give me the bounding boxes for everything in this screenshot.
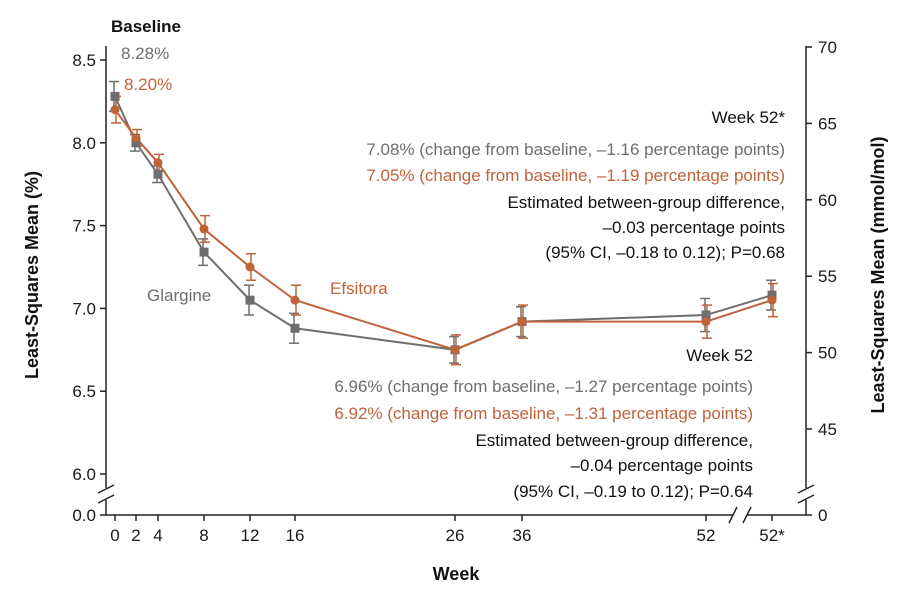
x-tick-label: 36 — [513, 526, 532, 545]
week52star-diff-line3: (95% CI, –0.18 to 0.12); P=0.68 — [545, 243, 785, 262]
y2-axis-title: Least-Squares Mean (mmol/mol) — [868, 136, 888, 413]
data-point-efsitora — [450, 345, 460, 355]
x-tick-label: 52 — [697, 526, 716, 545]
y-tick-label-zero: 0.0 — [72, 506, 96, 525]
y2-tick-label: 55 — [818, 267, 837, 286]
x-tick-label: 52* — [759, 526, 785, 545]
data-point-glargine — [767, 290, 777, 300]
y2-tick-label: 60 — [818, 191, 837, 210]
data-point-efsitora — [701, 317, 711, 327]
data-point-glargine — [701, 310, 711, 320]
series-label-efsitora: Efsitora — [330, 279, 388, 298]
data-point-glargine — [245, 295, 255, 305]
week52star-efsitora: 7.05% (change from baseline, –1.19 perce… — [366, 166, 785, 185]
data-point-efsitora — [290, 295, 300, 305]
y2-tick-label: 45 — [818, 420, 837, 439]
week52-title: Week 52 — [686, 346, 753, 365]
data-point-efsitora — [517, 317, 527, 327]
data-point-efsitora — [110, 105, 120, 115]
week52-diff-line3: (95% CI, –0.19 to 0.12); P=0.64 — [513, 482, 753, 501]
x-tick-label: 16 — [286, 526, 305, 545]
series-line-glargine — [114, 96, 773, 351]
week52-diff-line2: –0.04 percentage points — [571, 456, 753, 475]
y2-tick-label: 65 — [818, 114, 837, 133]
y2-tick-label: 50 — [818, 344, 837, 363]
data-point-glargine — [290, 323, 300, 333]
week52-glargine: 6.96% (change from baseline, –1.27 perce… — [334, 377, 753, 396]
y2-tick-label-zero: 0 — [818, 506, 827, 525]
series-lines — [114, 96, 773, 351]
data-point-glargine — [110, 91, 120, 101]
y-tick-label: 8.0 — [72, 134, 96, 153]
y2-tick-label: 70 — [818, 38, 837, 57]
y-axis-title: Least-Squares Mean (%) — [22, 171, 42, 379]
x-tick-label: 4 — [153, 526, 162, 545]
baseline-title: Baseline — [111, 17, 181, 36]
week52-efsitora: 6.92% (change from baseline, –1.31 perce… — [334, 404, 753, 423]
x-axis-break — [728, 506, 738, 524]
y-tick-label: 7.0 — [72, 299, 96, 318]
week52star-diff-line2: –0.03 percentage points — [603, 218, 785, 237]
y-tick-label: 8.5 — [72, 51, 96, 70]
baseline-glargine-value: 8.28% — [121, 44, 169, 63]
x-tick-label: 8 — [199, 526, 208, 545]
data-point-efsitora — [131, 133, 141, 143]
data-point-glargine — [153, 169, 163, 179]
y-axis-break — [97, 484, 115, 494]
y-tick-label: 7.5 — [72, 217, 96, 236]
y-tick-label: 6.5 — [72, 382, 96, 401]
data-point-efsitora — [767, 295, 777, 305]
week52-diff-line1: Estimated between-group difference, — [475, 431, 753, 450]
x-tick-label: 2 — [131, 526, 140, 545]
data-point-glargine — [199, 247, 209, 257]
week52star-glargine: 7.08% (change from baseline, –1.16 perce… — [366, 140, 785, 159]
y2-axis-break — [797, 484, 815, 494]
series-line-efsitora — [114, 109, 773, 351]
x-tick-label: 12 — [241, 526, 260, 545]
data-point-efsitora — [199, 224, 209, 234]
week52star-diff-line1: Estimated between-group difference, — [507, 193, 785, 212]
data-point-glargine — [131, 138, 141, 148]
y-tick-label: 6.0 — [72, 465, 96, 484]
baseline-efsitora-value: 8.20% — [124, 75, 172, 94]
x-tick-label: 26 — [446, 526, 465, 545]
data-point-efsitora — [245, 262, 255, 272]
series-label-glargine: Glargine — [147, 286, 211, 305]
x-axis-title: Week — [433, 564, 481, 584]
data-point-efsitora — [153, 158, 163, 168]
x-tick-label: 0 — [110, 526, 119, 545]
series-markers — [110, 91, 777, 355]
week52star-title: Week 52* — [712, 108, 786, 127]
